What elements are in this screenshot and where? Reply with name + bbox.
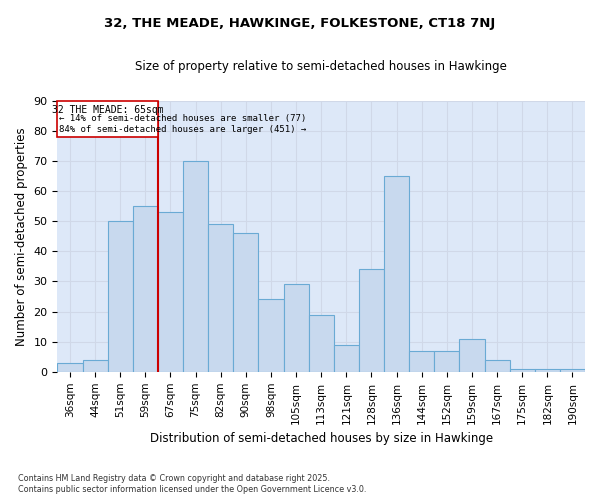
Y-axis label: Number of semi-detached properties: Number of semi-detached properties — [15, 127, 28, 346]
Bar — [409, 350, 434, 372]
Text: Contains HM Land Registry data © Crown copyright and database right 2025.
Contai: Contains HM Land Registry data © Crown c… — [18, 474, 367, 494]
Bar — [158, 212, 183, 372]
Bar — [359, 270, 384, 372]
Bar — [284, 284, 308, 372]
Bar — [384, 176, 409, 372]
Bar — [509, 369, 535, 372]
Title: Size of property relative to semi-detached houses in Hawkinge: Size of property relative to semi-detach… — [135, 60, 507, 73]
Bar — [83, 360, 107, 372]
Bar — [308, 314, 334, 372]
Bar — [535, 369, 560, 372]
X-axis label: Distribution of semi-detached houses by size in Hawkinge: Distribution of semi-detached houses by … — [149, 432, 493, 445]
Text: 84% of semi-detached houses are larger (451) →: 84% of semi-detached houses are larger (… — [59, 124, 307, 134]
Text: 32 THE MEADE: 65sqm: 32 THE MEADE: 65sqm — [52, 105, 163, 115]
Bar — [485, 360, 509, 372]
Bar — [208, 224, 233, 372]
Bar — [560, 369, 585, 372]
Bar — [259, 300, 284, 372]
Text: 32, THE MEADE, HAWKINGE, FOLKESTONE, CT18 7NJ: 32, THE MEADE, HAWKINGE, FOLKESTONE, CT1… — [104, 18, 496, 30]
Bar — [434, 350, 460, 372]
Bar — [107, 221, 133, 372]
Text: ← 14% of semi-detached houses are smaller (77): ← 14% of semi-detached houses are smalle… — [59, 114, 307, 123]
Bar — [133, 206, 158, 372]
FancyBboxPatch shape — [58, 100, 158, 136]
Bar — [183, 161, 208, 372]
Bar — [233, 233, 259, 372]
Bar — [58, 363, 83, 372]
Bar — [334, 344, 359, 372]
Bar — [460, 338, 485, 372]
